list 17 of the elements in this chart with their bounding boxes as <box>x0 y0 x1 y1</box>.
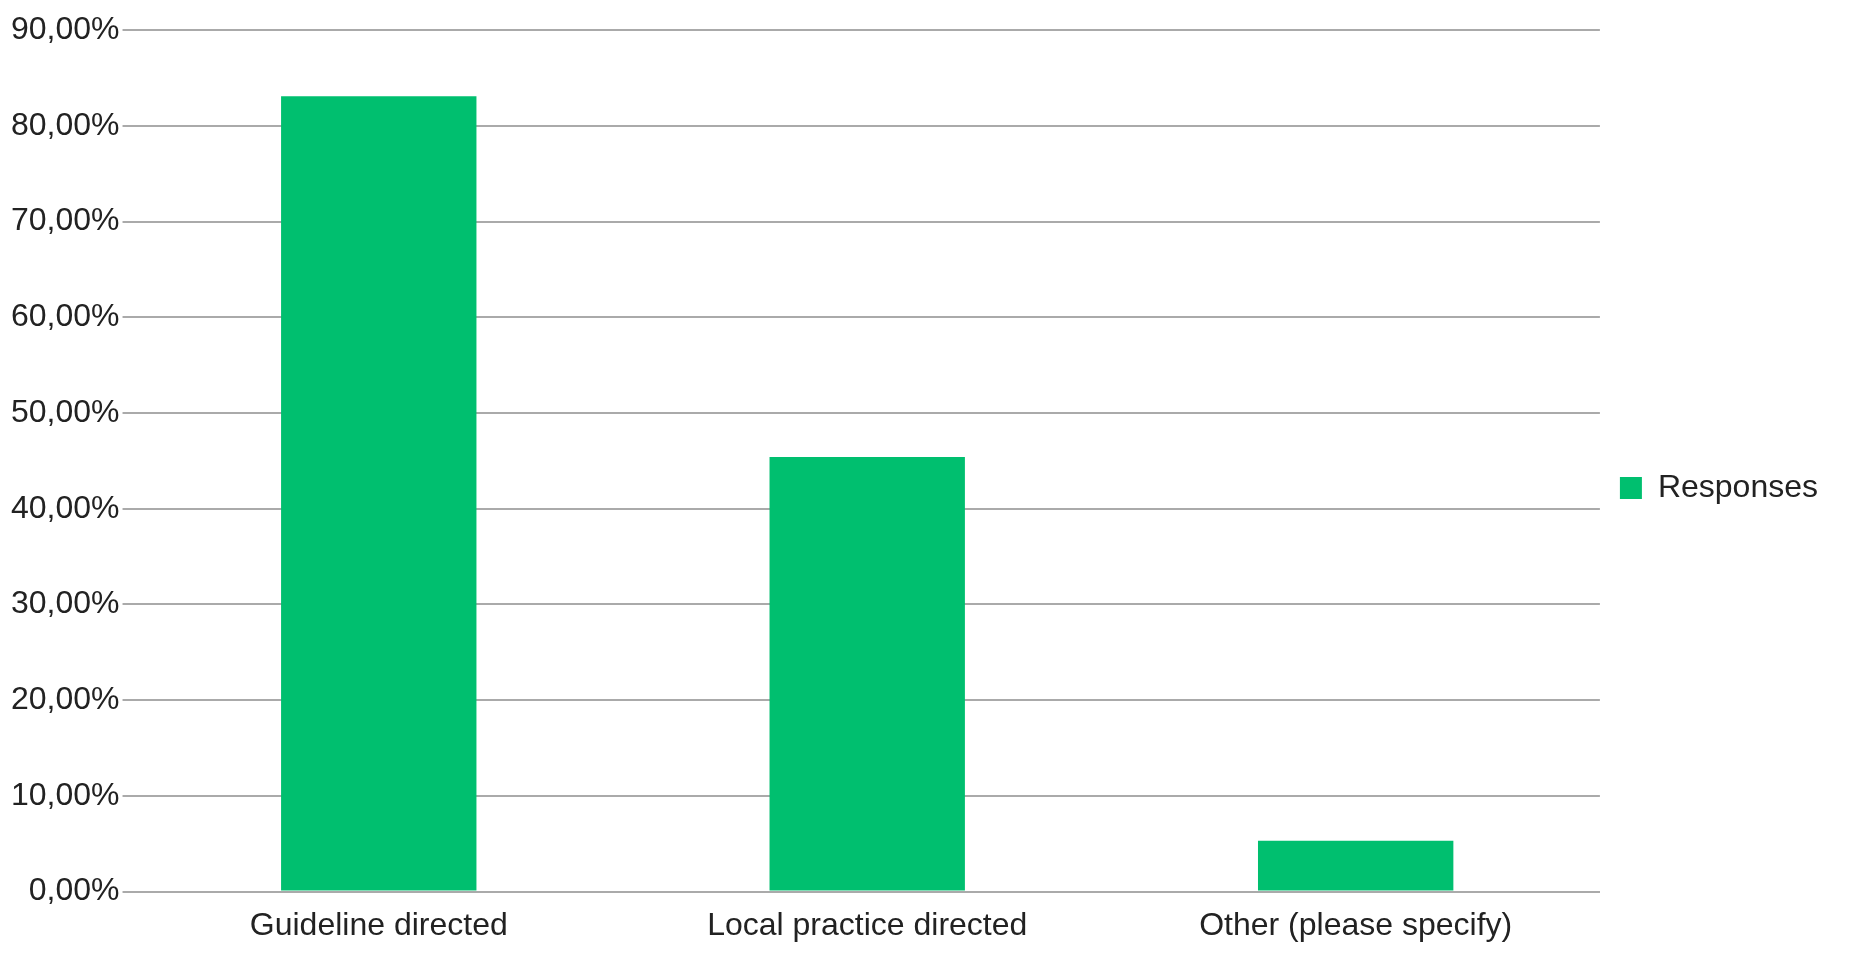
y-tick-label: 0,00% <box>28 871 120 908</box>
y-tick-label: 50,00% <box>11 392 120 429</box>
bar <box>769 457 965 891</box>
x-tick-label: Other (please specify) <box>1199 905 1513 942</box>
x-tick-label: Guideline directed <box>249 905 508 942</box>
bar <box>1257 840 1454 891</box>
y-tick-label: 30,00% <box>11 584 120 621</box>
y-tick-label: 70,00% <box>11 201 120 238</box>
y-tick-label: 10,00% <box>11 775 120 812</box>
x-tick-label: Local practice directed <box>707 905 1028 942</box>
y-tick-label: 40,00% <box>11 488 120 525</box>
y-tick-label: 20,00% <box>11 680 120 717</box>
bar <box>281 96 477 891</box>
y-tick-label: 60,00% <box>11 297 120 334</box>
y-tick-label: 80,00% <box>11 105 120 142</box>
legend-label: Responses <box>1657 467 1818 504</box>
y-tick-label: 90,00% <box>11 10 120 47</box>
